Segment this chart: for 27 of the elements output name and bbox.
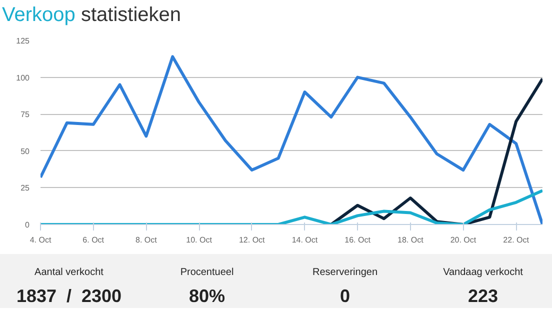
y-tick-label: 125 xyxy=(16,36,30,46)
x-tick-label: 18. Oct xyxy=(398,236,424,244)
x-tick-label: 20. Oct xyxy=(450,236,477,244)
x-tick-label: 6. Oct xyxy=(82,236,105,244)
x-tick-label: 16. Oct xyxy=(344,236,372,244)
x-tick-label: 14. Oct xyxy=(292,236,318,244)
text: 1837 / 2300 xyxy=(15,285,123,308)
text: 80% xyxy=(188,285,226,308)
x-tick-label: 22. Oct xyxy=(503,236,530,244)
y-tick-label: 75 xyxy=(20,110,30,120)
line-series xyxy=(40,55,542,224)
y-tick-label: 50 xyxy=(20,146,30,156)
x-tick-label: 12. Oct xyxy=(238,236,266,244)
text: Vandaag verkocht xyxy=(442,266,524,280)
text: 0 xyxy=(338,285,351,308)
x-tick-label: 10. Oct xyxy=(186,236,213,244)
x-tick-label: 4. Oct xyxy=(30,236,52,244)
text: Reserveringen xyxy=(311,266,379,280)
text: Procentueel xyxy=(179,266,235,280)
x-tick-label: 8. Oct xyxy=(136,236,158,244)
y-tick-label: 25 xyxy=(20,184,30,193)
text: 223 xyxy=(466,285,500,308)
y-tick-label: 100 xyxy=(16,73,30,82)
y-tick-label: 0 xyxy=(25,220,30,230)
text: Aantal verkocht xyxy=(34,266,104,280)
chart-title: Verkoop statistieken xyxy=(2,4,182,26)
line-series xyxy=(40,189,542,224)
